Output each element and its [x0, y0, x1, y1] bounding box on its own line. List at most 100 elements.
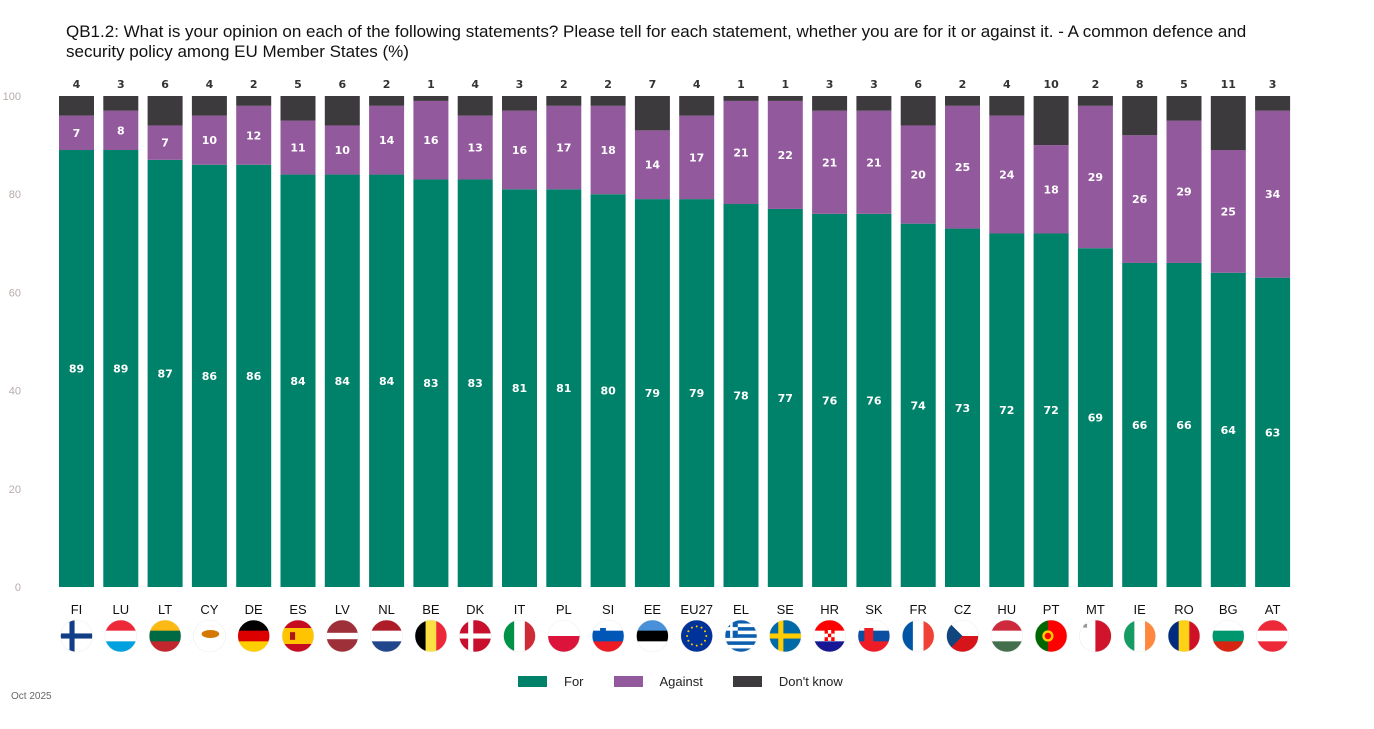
flag-body	[60, 620, 93, 652]
flag-part	[824, 633, 828, 638]
bar-segment-dont-know	[989, 96, 1025, 116]
hungary-flag-icon	[990, 619, 1024, 653]
flag-part	[864, 628, 874, 643]
x-tick-label: FI	[71, 602, 83, 617]
bar-segment-dont-know	[1166, 96, 1202, 121]
bar-segment-dont-know	[856, 96, 892, 111]
portugal-flag-icon	[1034, 619, 1068, 653]
data-label-for: 64	[1221, 424, 1237, 437]
flag-part	[725, 627, 738, 631]
bar-segment-for	[1166, 262, 1202, 587]
flag-part	[946, 620, 963, 652]
bar-segment-against	[103, 110, 139, 151]
flag-part	[827, 637, 832, 641]
data-label-against: 26	[1132, 193, 1148, 206]
data-label-for: 87	[157, 367, 172, 380]
flag-part	[370, 630, 403, 642]
bar-segment-for	[413, 179, 449, 587]
bar-group-cz: 73 25 2 CZ	[945, 78, 980, 653]
bar-segment-for	[679, 199, 715, 588]
flag-outline	[1034, 619, 1068, 653]
x-tick-label: ES	[289, 602, 307, 617]
bar-segment-for	[1255, 277, 1291, 587]
cyprus-flag-icon	[193, 619, 226, 653]
bar-segment-against	[1077, 105, 1113, 249]
legend-swatch-against	[613, 676, 643, 687]
bar-segment-for	[1077, 248, 1113, 587]
data-label-for: 73	[955, 402, 970, 415]
bar-segment-against	[236, 105, 272, 165]
data-label-dont-know: 6	[161, 78, 169, 91]
data-label-against: 25	[1221, 205, 1236, 218]
flag-part	[547, 636, 580, 652]
bar-segment-for	[945, 228, 980, 587]
data-label-against: 11	[290, 142, 305, 155]
bar-group-nl: 84 14 2 NL	[369, 78, 405, 653]
bar-segment-against	[59, 115, 94, 151]
greece-flag-icon	[724, 619, 758, 653]
bar-segment-against	[1166, 120, 1202, 263]
bar-segment-against	[369, 105, 405, 175]
flag-star	[704, 639, 707, 642]
flag-outline	[370, 619, 403, 653]
x-tick-label: CY	[200, 602, 218, 617]
x-tick-label: BG	[1219, 602, 1238, 617]
data-label-dont-know: 2	[1092, 78, 1100, 91]
flag-body	[1123, 620, 1156, 652]
data-label-for: 80	[600, 385, 616, 398]
y-tick-label: 0	[15, 582, 21, 594]
bar-group-bg: 64 25 11 BG	[1210, 78, 1246, 653]
bar-group-sk: 76 21 3 SK	[856, 78, 892, 653]
data-label-against: 10	[202, 134, 218, 147]
flag-star	[690, 626, 693, 629]
flag-part	[1212, 620, 1245, 632]
flag-body	[813, 620, 846, 652]
flag-outline	[60, 619, 93, 653]
bar-segment-for	[590, 194, 626, 587]
eu-flag-icon	[680, 619, 714, 653]
flag-star	[695, 644, 698, 647]
flag-body	[104, 620, 137, 652]
denmark-flag-icon	[458, 619, 492, 653]
flag-star	[705, 635, 708, 637]
legend-swatch-dont-know	[732, 676, 762, 687]
bar-segment-dont-know	[280, 96, 316, 121]
legend-label-for: For	[564, 674, 584, 689]
ireland-flag-icon	[1123, 619, 1156, 653]
flag-part	[237, 630, 270, 642]
flag-part	[636, 620, 669, 632]
flag-outline	[237, 619, 270, 653]
bar-group-es: 84 11 5 ES	[280, 78, 316, 653]
flag-part	[990, 641, 1023, 652]
x-tick-label: FR	[910, 602, 927, 617]
y-tick-label: 40	[9, 386, 21, 398]
flag-part	[725, 641, 757, 646]
data-label-against: 29	[1176, 186, 1191, 199]
bar-segment-dont-know	[1122, 96, 1158, 136]
flag-star	[687, 639, 690, 642]
flag-part	[1145, 620, 1156, 652]
data-label-dont-know: 3	[117, 78, 125, 91]
flag-body	[282, 620, 314, 652]
flag-body	[149, 620, 182, 652]
data-label-against: 10	[335, 144, 351, 157]
flag-outline	[547, 619, 581, 653]
bar-segment-against	[147, 125, 183, 160]
y-tick-label: 80	[9, 189, 21, 201]
flag-outline	[680, 619, 714, 653]
bar-segment-for	[989, 233, 1025, 588]
data-label-dont-know: 3	[516, 78, 524, 91]
data-label-against: 14	[645, 159, 661, 172]
flag-body	[1212, 620, 1245, 652]
x-tick-label: EL	[733, 602, 749, 617]
flag-outline	[946, 619, 979, 653]
bar-segment-against	[767, 100, 803, 209]
bar-group-hr: 76 21 3 HR	[812, 78, 848, 653]
data-label-against: 8	[117, 124, 125, 137]
x-tick-label: LV	[335, 602, 350, 617]
x-tick-label: HR	[820, 602, 839, 617]
x-tick-label: IE	[1134, 602, 1147, 617]
flag-part	[592, 630, 625, 642]
data-label-for: 69	[1088, 412, 1103, 425]
bulgaria-flag-icon	[1212, 619, 1245, 653]
